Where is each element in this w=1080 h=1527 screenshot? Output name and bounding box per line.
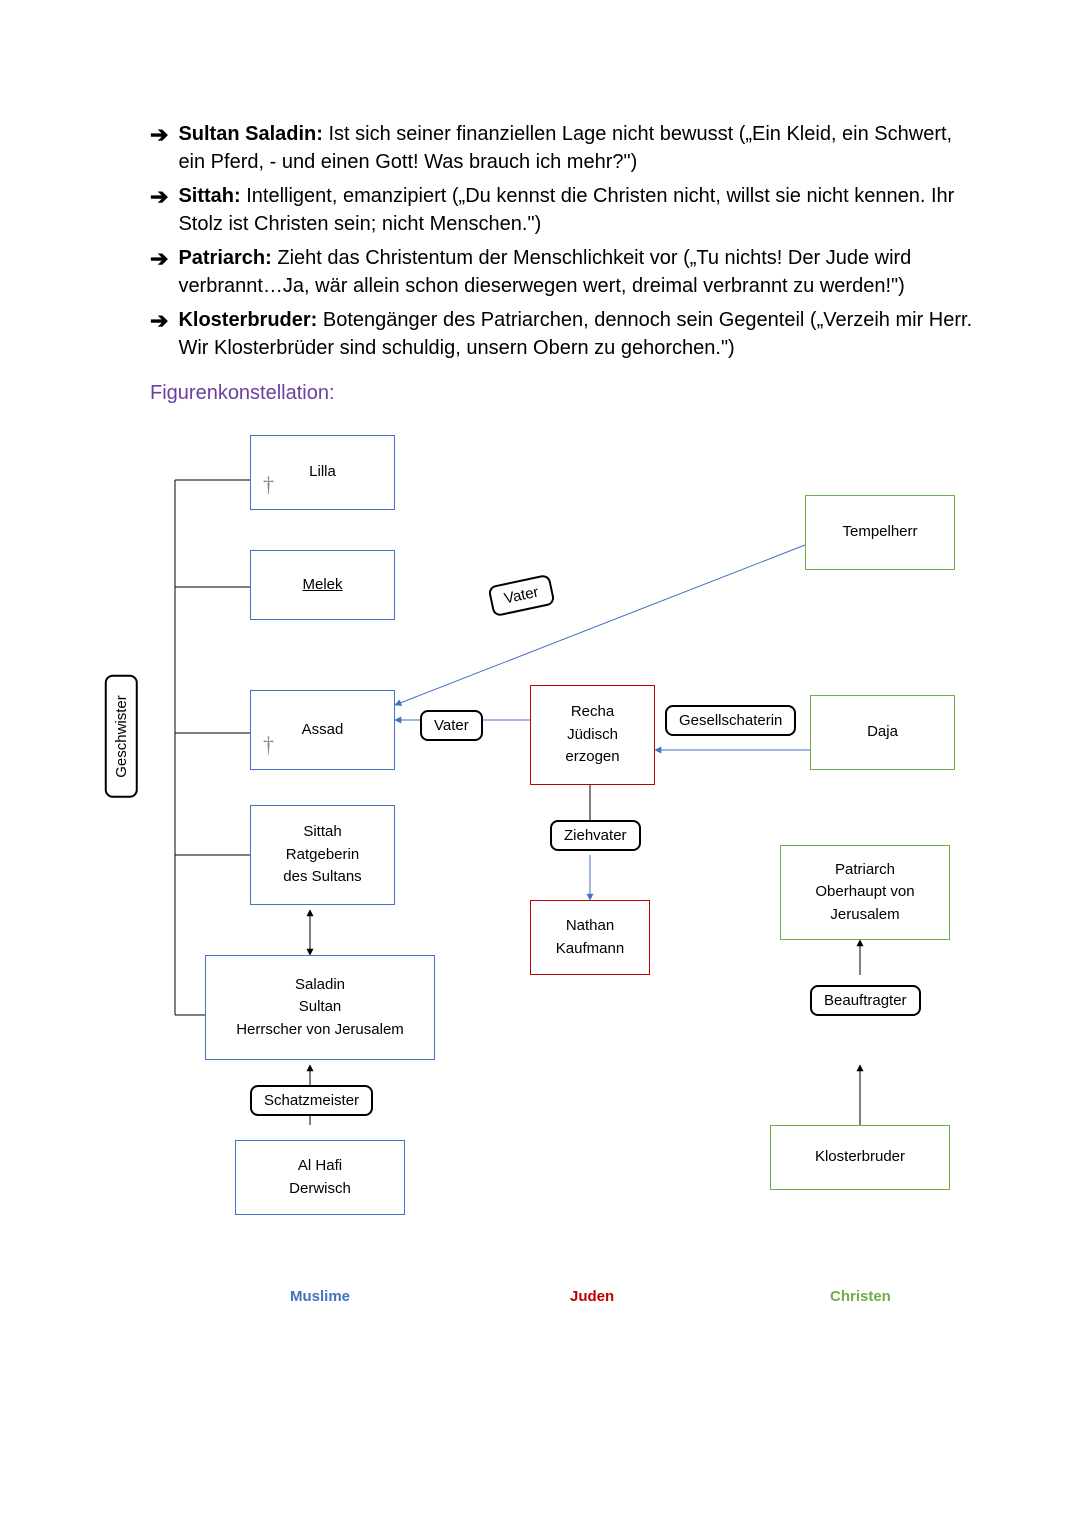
node-line2: Jüdisch [567,724,618,747]
label-ziehvater: Ziehvater [550,820,641,851]
label-gesellschafterin: Gesellschaterin [665,705,796,736]
node-daja: Daja [810,695,955,770]
node-line1: Sittah [303,821,341,844]
label-schatzmeister: Schatzmeister [250,1085,373,1116]
node-line2: Kaufmann [556,938,624,961]
node-line2: Sultan [299,996,342,1019]
legend-juden: Juden [570,1288,614,1305]
node-line2: Derwisch [289,1178,351,1201]
node-text: Assad [302,719,344,742]
character-bullet-list: ➔ Sultan Saladin: Ist sich seiner finanz… [150,120,980,362]
bullet-name: Klosterbruder: [178,309,317,331]
node-nathan: Nathan Kaufmann [530,900,650,975]
node-line1: Patriarch [835,859,895,882]
diagram-container: Geschwister Lilla † Melek Assad † Sittah… [100,425,1000,1305]
node-lilla: Lilla † [250,435,395,510]
bullet-saladin: ➔ Sultan Saladin: Ist sich seiner finanz… [150,120,980,176]
node-alhafi: Al Hafi Derwisch [235,1140,405,1215]
arrow-icon: ➔ [150,182,168,238]
node-text: Lilla [309,461,336,484]
bullet-desc: Intelligent, emanzipiert („Du kennst die… [178,185,954,235]
node-saladin: Saladin Sultan Herrscher von Jerusalem [205,955,435,1060]
label-vater: Vater [420,710,483,741]
bullet-desc: Zieht das Christentum der Menschlichkeit… [178,247,911,297]
cross-icon: † [263,728,274,761]
node-line1: Nathan [566,915,614,938]
node-melek: Melek [250,550,395,620]
bullet-patriarch: ➔ Patriarch: Zieht das Christentum der M… [150,244,980,300]
legend-muslime: Muslime [290,1288,350,1305]
bullet-text: Klosterbruder: Botengänger des Patriarch… [178,306,980,362]
bullet-klosterbruder: ➔ Klosterbruder: Botengänger des Patriar… [150,306,980,362]
node-sittah: Sittah Ratgeberin des Sultans [250,805,395,905]
cross-icon: † [263,468,274,501]
arrow-icon: ➔ [150,244,168,300]
bullet-text: Sultan Saladin: Ist sich seiner finanzie… [178,120,980,176]
node-line3: erzogen [565,746,619,769]
bullet-name: Sultan Saladin: [178,123,322,145]
node-text: Daja [867,721,898,744]
arrow-icon: ➔ [150,306,168,362]
node-klosterbruder: Klosterbruder [770,1125,950,1190]
node-recha: Recha Jüdisch erzogen [530,685,655,785]
node-line1: Saladin [295,974,345,997]
node-line3: Herrscher von Jerusalem [236,1019,404,1042]
node-line3: des Sultans [283,866,361,889]
node-line1: Recha [571,701,614,724]
node-patriarch: Patriarch Oberhaupt von Jerusalem [780,845,950,940]
node-text: Tempelherr [842,521,917,544]
node-text: Melek [302,574,342,597]
node-line2: Oberhaupt von [815,881,914,904]
bullet-text: Sittah: Intelligent, emanzipiert („Du ke… [178,182,980,238]
bullet-sittah: ➔ Sittah: Intelligent, emanzipiert („Du … [150,182,980,238]
label-beauftragter: Beauftragter [810,985,921,1016]
label-vater-rotated: Vater [487,574,555,617]
node-line2: Ratgeberin [286,844,359,867]
section-title: Figurenkonstellation: [150,382,980,405]
bullet-name: Patriarch: [178,247,271,269]
bullet-text: Patriarch: Zieht das Christentum der Men… [178,244,980,300]
bullet-name: Sittah: [178,185,240,207]
node-line1: Al Hafi [298,1155,342,1178]
arrow-icon: ➔ [150,120,168,176]
legend-christen: Christen [830,1288,891,1305]
node-text: Klosterbruder [815,1146,905,1169]
node-line3: Jerusalem [830,904,899,927]
node-assad: Assad † [250,690,395,770]
geschwister-label: Geschwister [105,675,138,798]
node-tempelherr: Tempelherr [805,495,955,570]
